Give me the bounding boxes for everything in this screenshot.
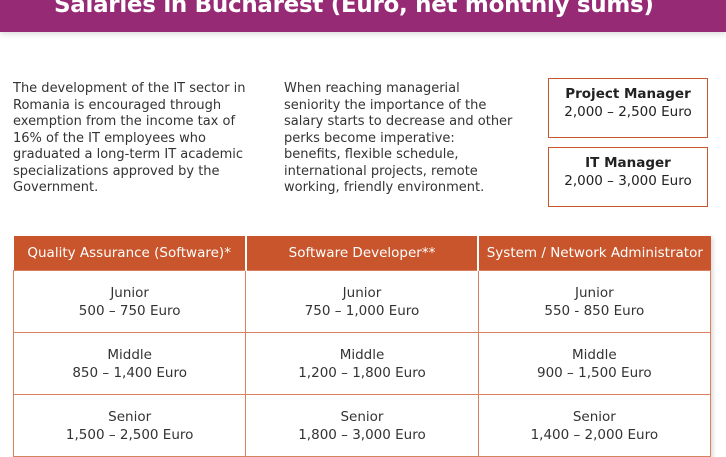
table-cell: Middle 850 – 1,400 Euro <box>12 332 247 395</box>
column-header-developer: Software Developer** <box>245 236 480 271</box>
cell-level: Senior <box>108 408 152 425</box>
table-cell: Junior 750 – 1,000 Euro <box>245 270 479 333</box>
table-cell: Junior 500 – 750 Euro <box>12 270 247 333</box>
cell-range: 1,400 – 2,000 Euro <box>530 426 659 443</box>
salary-table: Quality Assurance (Software)* Software D… <box>12 236 712 457</box>
cell-level: Senior <box>340 408 384 425</box>
cell-range: 1,200 – 1,800 Euro <box>298 364 426 381</box>
table-cell: Senior 1,400 – 2,000 Euro <box>477 394 712 457</box>
role-box-project-manager: Project Manager 2,000 – 2,500 Euro <box>548 78 708 138</box>
cell-range: 1,800 – 3,000 Euro <box>298 426 426 443</box>
table-cell: Middle 1,200 – 1,800 Euro <box>245 332 479 395</box>
cell-range: 500 – 750 Euro <box>78 302 181 319</box>
cell-range: 1,500 – 2,500 Euro <box>65 426 194 443</box>
role-range: 2,000 – 2,500 Euro <box>564 104 692 120</box>
intro-paragraph-perks: When reaching managerial seniority the i… <box>284 81 513 195</box>
cell-level: Junior <box>110 284 149 301</box>
table-row: Junior 500 – 750 Euro Junior 750 – 1,000 Eu… <box>12 270 712 333</box>
cell-level: Junior <box>342 284 382 301</box>
cell-level: Middle <box>107 346 152 363</box>
cell-level: Junior <box>575 284 614 301</box>
cell-level: Middle <box>572 346 617 363</box>
cell-level: Senior <box>572 408 616 425</box>
table-row: Middle 850 – 1,400 Euro Middle 1,200 – 1,80… <box>12 332 712 395</box>
cell-range: 550 - 850 Euro <box>544 302 645 319</box>
cell-level: Middle <box>339 346 385 363</box>
intro-paragraph-tax: The development of the IT sector in Roma… <box>13 81 246 195</box>
table-cell: Senior 1,800 – 3,000 Euro <box>245 394 479 457</box>
cell-range: 850 – 1,400 Euro <box>72 364 187 381</box>
role-range: 2,000 – 3,000 Euro <box>564 173 692 189</box>
title-banner: Salaries in Bucharest (Euro, net monthly… <box>0 0 726 32</box>
page-title: Salaries in Bucharest (Euro, net monthly… <box>54 0 654 18</box>
column-header-qa: Quality Assurance (Software)* <box>13 236 247 271</box>
role-title: IT Manager <box>585 155 671 171</box>
cell-range: 900 – 1,500 Euro <box>537 364 652 381</box>
role-title: Project Manager <box>565 86 691 102</box>
table-cell: Senior 1,500 – 2,500 Euro <box>12 394 247 457</box>
column-header-sysadmin: System / Network Administrator <box>478 236 711 271</box>
role-box-it-manager: IT Manager 2,000 – 3,000 Euro <box>548 147 708 207</box>
table-cell: Junior 550 - 850 Euro <box>477 270 712 333</box>
table-header-row: Quality Assurance (Software)* Software D… <box>13 236 711 271</box>
table-cell: Middle 900 – 1,500 Euro <box>477 332 712 395</box>
table-row: Senior 1,500 – 2,500 Euro Senior 1,800 – 3,… <box>12 394 712 457</box>
cell-range: 750 – 1,000 Euro <box>304 302 420 319</box>
